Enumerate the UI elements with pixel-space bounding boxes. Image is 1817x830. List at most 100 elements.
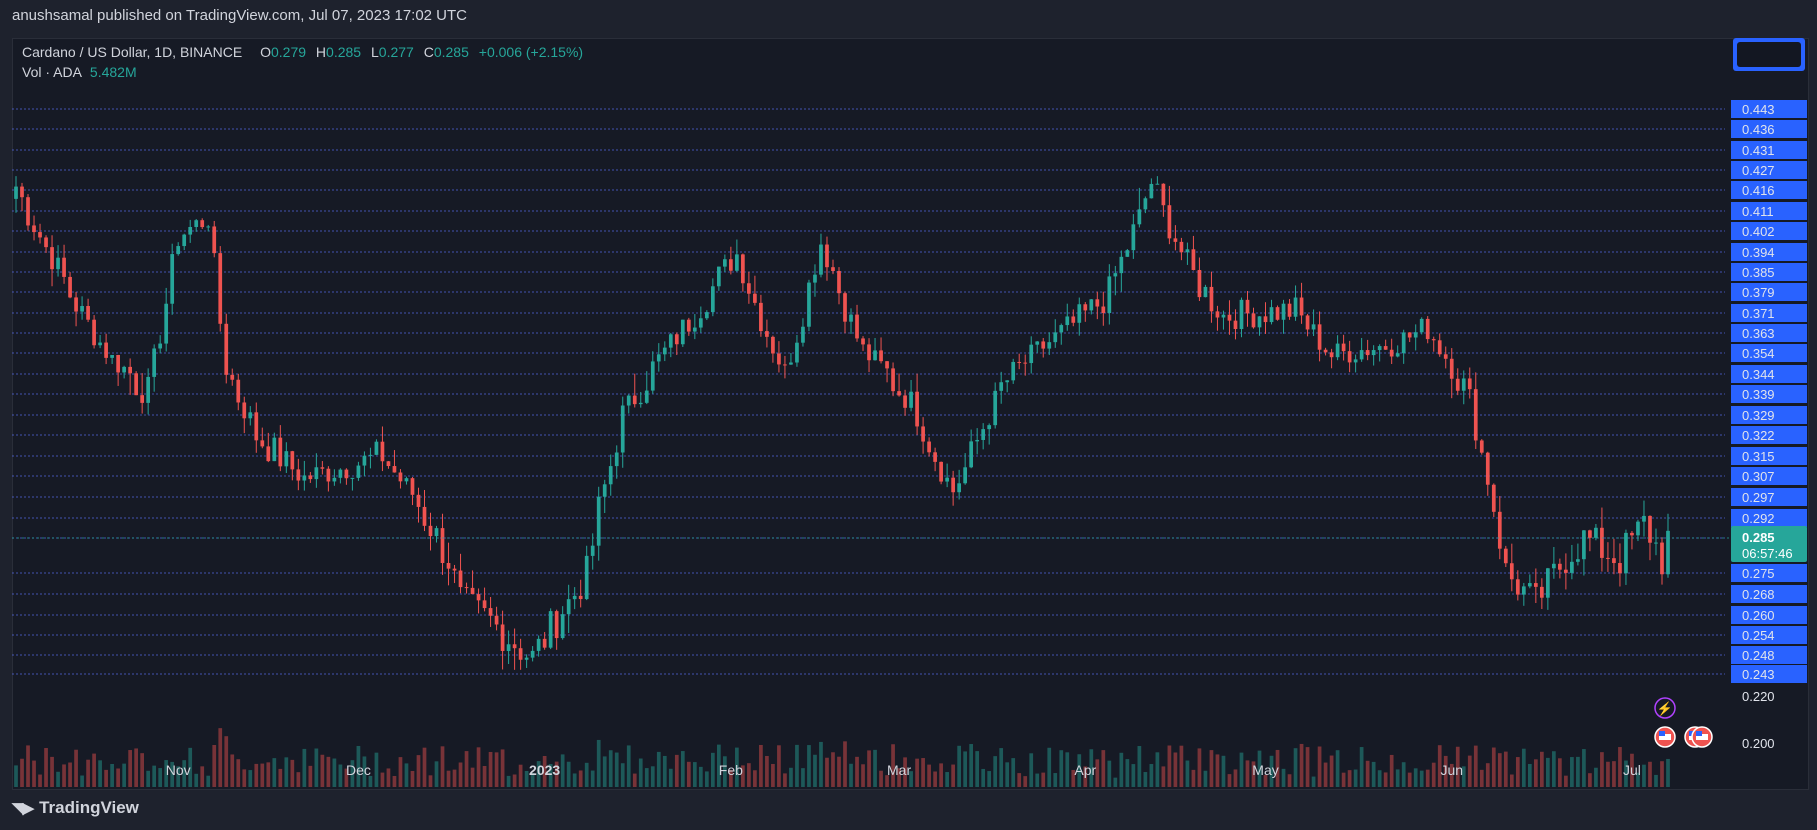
candle-body: [674, 334, 679, 345]
volume-bar: [1185, 760, 1190, 787]
volume-bar: [1269, 755, 1274, 787]
candle-body: [212, 226, 217, 254]
volume-bar: [1149, 764, 1154, 787]
volume-bar: [1612, 761, 1616, 787]
volume-bar: [825, 757, 829, 787]
volume-bar: [44, 748, 48, 787]
volume-bar: [1107, 760, 1112, 787]
candle-body: [975, 439, 980, 442]
candle-body: [999, 382, 1004, 391]
candle-body: [1455, 378, 1460, 391]
flash-icon-glyph: ⚡: [1657, 701, 1673, 717]
volume-bar: [626, 745, 631, 787]
candle-body: [819, 244, 823, 275]
volume-bar: [320, 754, 325, 787]
volume-bar: [885, 775, 889, 787]
volume-bar: [332, 758, 337, 787]
volume-bar: [92, 753, 96, 787]
volume-bar: [524, 770, 529, 787]
candle-body: [1101, 306, 1106, 314]
high-value: 0.285: [326, 44, 362, 60]
candle-body: [584, 555, 589, 600]
volume-bar: [1203, 770, 1208, 787]
candle-body: [1095, 299, 1100, 307]
price-tick-bg: [1731, 263, 1807, 281]
candle-body: [1131, 224, 1136, 251]
candle-body: [50, 247, 54, 270]
volume-bar: [482, 765, 487, 787]
volume-bar: [981, 768, 986, 787]
volume-bar: [410, 770, 415, 787]
volume-bar: [488, 751, 493, 787]
volume-bar: [1600, 752, 1604, 787]
candle-body: [656, 354, 661, 362]
candle-body: [458, 570, 463, 588]
volume-bar: [248, 770, 253, 787]
candle-body: [837, 270, 841, 294]
price-tick-label: 0.248: [1742, 648, 1775, 663]
candle-body: [1341, 343, 1346, 352]
candle-body: [1558, 563, 1562, 570]
candle-body: [801, 326, 805, 343]
candle-body: [963, 467, 968, 484]
candle-body: [1654, 542, 1658, 544]
candle-body: [1594, 527, 1598, 538]
candle-body: [194, 220, 199, 227]
candle-body: [1029, 344, 1034, 364]
volume-bar: [194, 773, 199, 787]
volume-bar: [1353, 769, 1358, 787]
volume-bar: [903, 757, 907, 787]
candle-body: [1323, 349, 1328, 353]
volume-bar: [1323, 762, 1328, 787]
candle-body: [464, 587, 469, 589]
volume-bar: [1227, 774, 1232, 787]
candle-body: [855, 314, 859, 339]
candle-body: [1017, 361, 1022, 363]
candle-body: [1191, 249, 1196, 270]
candle-body: [692, 327, 697, 332]
tradingview-logo-icon: ◥▶: [12, 800, 34, 817]
volume-bar: [789, 767, 793, 787]
volume-bar: [260, 763, 265, 787]
candle-body: [1371, 350, 1376, 356]
volume-bar: [32, 760, 36, 787]
volume-bar: [1293, 748, 1298, 787]
candle-body: [1503, 548, 1508, 564]
candle-body: [422, 506, 427, 526]
symbol-title[interactable]: Cardano / US Dollar, 1D, BINANCE: [22, 44, 243, 60]
price-axis-menu[interactable]: [1733, 38, 1805, 71]
price-tick-label: 0.322: [1742, 428, 1775, 443]
volume-bar: [1239, 752, 1244, 787]
volume-bar: [206, 775, 211, 787]
candle-body: [62, 257, 66, 277]
volume-bar: [710, 752, 715, 787]
chart-pane[interactable]: [12, 38, 1809, 790]
volume-bar: [38, 774, 42, 787]
candle-body: [20, 186, 24, 198]
candle-body: [206, 226, 211, 228]
volume-bar: [146, 770, 151, 787]
volume-bar: [1197, 748, 1202, 787]
candle-body: [1473, 389, 1478, 441]
price-tick-label: 0.254: [1742, 628, 1775, 643]
volume-bar: [1558, 758, 1562, 787]
candle-body: [807, 282, 811, 327]
volume-bar: [1131, 764, 1136, 787]
volume-bar: [254, 763, 259, 787]
current-price-tag: [1731, 526, 1807, 562]
candle-body: [446, 563, 451, 569]
volume-bar: [939, 763, 943, 787]
volume-bar: [170, 761, 175, 787]
candle-body: [530, 650, 535, 658]
volume-bar: [1029, 753, 1034, 787]
footer-brand[interactable]: ◥▶ TradingView: [12, 798, 139, 818]
candle-body: [146, 376, 151, 403]
candle-body: [1305, 315, 1310, 330]
volume-bar: [338, 764, 343, 787]
candle-body: [74, 297, 78, 312]
candle-body: [188, 226, 193, 235]
price-tick-bg: [1731, 447, 1807, 465]
candle-body: [765, 331, 769, 337]
candle-body: [1143, 198, 1148, 210]
